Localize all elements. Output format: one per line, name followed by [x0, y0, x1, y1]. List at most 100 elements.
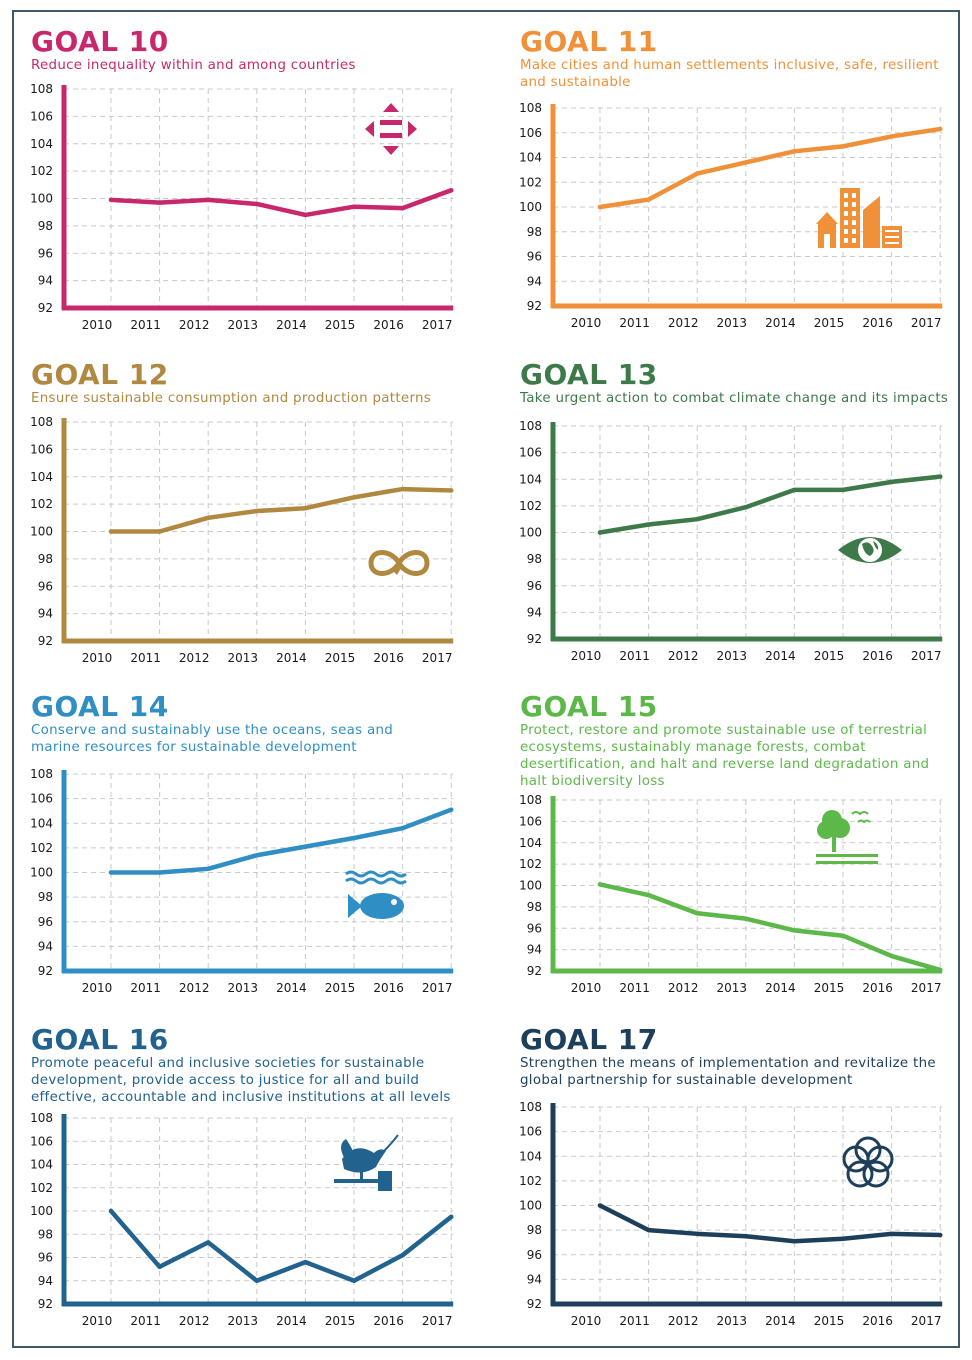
data-point	[597, 882, 603, 887]
y-tick-label: 106	[519, 1125, 542, 1139]
data-point	[938, 967, 943, 973]
peace-justice-dove-icon	[334, 1134, 399, 1191]
y-tick-label: 108	[30, 767, 53, 781]
data-point	[351, 495, 357, 500]
x-tick-label: 2012	[668, 316, 699, 330]
y-tick-label: 98	[38, 890, 53, 904]
x-tick-label: 2016	[373, 1314, 404, 1328]
y-tick-label: 102	[519, 175, 542, 189]
x-tick-label: 2013	[717, 981, 748, 995]
y-tick-label: 104	[519, 836, 542, 850]
data-point	[449, 188, 454, 193]
goal-15-panel: GOAL 15 Protect, restore and promote sust…	[519, 692, 960, 1025]
x-tick-label: 2013	[228, 981, 259, 995]
data-point	[938, 126, 943, 132]
line-chart: 108 106 104 102 100 98 96 94 92 2010 2011 2012 2013 2…	[519, 793, 943, 995]
data-point	[254, 853, 259, 858]
goal-subtitle: Promote peaceful and inclusive societies…	[31, 1056, 451, 1105]
x-tick-label: 2014	[276, 318, 307, 332]
goal-12-panel: GOAL 12 Ensure sustainable consumption an…	[30, 360, 471, 693]
data-point	[840, 144, 846, 149]
goal-title: GOAL 16	[31, 1023, 169, 1056]
y-tick-label: 104	[519, 1149, 542, 1163]
y-tick-label: 92	[38, 964, 53, 978]
goal-title: GOAL 17	[520, 1023, 658, 1056]
x-tick-label: 2016	[862, 649, 893, 663]
x-tick-label: 2013	[717, 316, 748, 330]
y-tick-label: 100	[519, 879, 542, 893]
y-tick-label: 92	[38, 1297, 53, 1311]
y-tick-label: 98	[527, 552, 542, 566]
x-tick-label: 2010	[82, 981, 113, 995]
x-tick-label: 2011	[619, 1314, 650, 1328]
x-tick-label: 2014	[276, 1314, 307, 1328]
y-tick-label: 96	[527, 250, 542, 264]
y-tick-label: 96	[38, 246, 53, 260]
data-point	[254, 1278, 259, 1283]
y-tick-label: 100	[519, 200, 542, 214]
data-point	[351, 1278, 357, 1283]
series-line	[597, 126, 943, 210]
data-point	[400, 486, 405, 492]
data-point	[400, 205, 405, 211]
x-tick-label: 2016	[373, 651, 404, 665]
x-tick-label: 2017	[422, 318, 453, 332]
x-tick-label: 2014	[765, 649, 796, 663]
data-point	[400, 1252, 405, 1258]
data-point	[889, 1231, 894, 1237]
sustainable-cities-icon	[816, 188, 902, 248]
y-tick-label: 92	[527, 299, 542, 313]
data-point	[743, 160, 748, 165]
data-point	[108, 1208, 114, 1214]
grid-lines	[553, 1106, 943, 1305]
y-tick-label: 98	[527, 1223, 542, 1237]
x-tick-label: 2013	[228, 318, 259, 332]
x-tick-label: 2015	[814, 1314, 845, 1328]
x-tick-label: 2010	[82, 318, 113, 332]
x-tick-label: 2011	[130, 651, 161, 665]
x-tick-label: 2017	[911, 1314, 942, 1328]
data-point	[743, 505, 748, 510]
data-point	[938, 474, 943, 479]
data-point	[792, 928, 797, 933]
y-tick-label: 106	[30, 442, 53, 456]
series-line	[597, 1203, 943, 1244]
data-point	[597, 204, 603, 210]
x-tick-label: 2012	[668, 1314, 699, 1328]
goal-subtitle: Strengthen the means of implementation a…	[520, 1056, 936, 1088]
y-tick-label: 102	[30, 497, 53, 511]
data-point	[157, 200, 162, 205]
y-tick-label: 96	[38, 1251, 53, 1265]
y-tick-label: 98	[527, 900, 542, 914]
page-frame	[12, 10, 960, 1348]
x-tick-label: 2017	[911, 649, 942, 663]
data-point	[646, 522, 651, 527]
y-tick-label: 100	[519, 1199, 542, 1213]
y-tick-label: 108	[519, 1100, 542, 1114]
x-tick-label: 2012	[179, 981, 210, 995]
x-tick-label: 2010	[82, 1314, 113, 1328]
data-point	[743, 1234, 748, 1239]
x-tick-label: 2014	[765, 1314, 796, 1328]
x-tick-label: 2012	[668, 981, 699, 995]
y-tick-label: 94	[527, 943, 542, 957]
data-point	[449, 488, 454, 493]
x-tick-label: 2016	[373, 981, 404, 995]
x-tick-label: 2011	[130, 318, 161, 332]
x-tick-label: 2012	[179, 318, 210, 332]
data-point	[597, 1203, 603, 1208]
y-tick-label: 102	[30, 841, 53, 855]
x-tick-label: 2014	[276, 651, 307, 665]
line-chart: 108 106 104 102 100 98 96 94 92 2010 2011 2012 2013 2…	[30, 767, 454, 995]
goal-subtitle: Take urgent action to combat climate cha…	[520, 391, 949, 406]
y-tick-label: 104	[30, 816, 53, 830]
y-tick-label: 104	[30, 470, 53, 484]
data-point	[646, 197, 651, 202]
y-tick-label: 100	[30, 525, 53, 539]
data-point	[303, 212, 308, 218]
y-tick-label: 94	[527, 274, 542, 288]
goal-16-panel: GOAL 16 Promote peaceful and inclusive so…	[30, 1023, 471, 1358]
data-point	[157, 1264, 162, 1269]
data-point	[303, 844, 308, 849]
line-chart: 108 106 104 102 100 98 96 94 92 2010 2011 2012 2013 2…	[30, 415, 454, 665]
